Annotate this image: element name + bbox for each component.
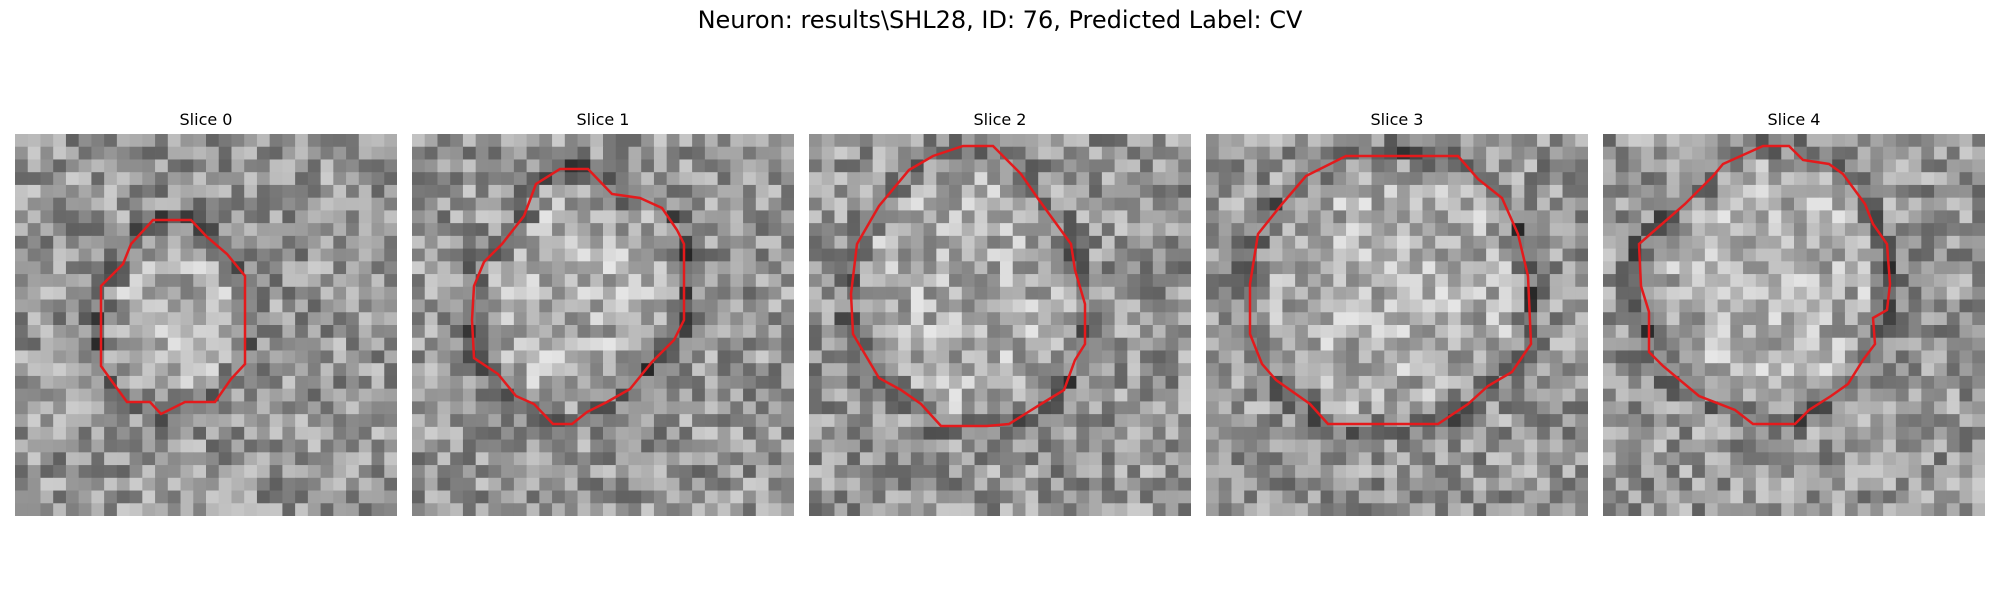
slice-title-1: Slice 1: [576, 110, 630, 129]
slice-title-0: Slice 0: [179, 110, 233, 129]
neuron-contour: [99, 218, 247, 416]
slice-image-4: [1603, 134, 1985, 516]
neuron-contour: [1637, 144, 1892, 426]
grayscale-pixels: [15, 134, 397, 516]
slice-title-2: Slice 2: [973, 110, 1027, 129]
grayscale-pixels: [412, 134, 794, 516]
slice-image-3: [1206, 134, 1588, 516]
grayscale-pixels: [1206, 134, 1588, 516]
slice-title-4: Slice 4: [1767, 110, 1821, 129]
neuron-contour: [849, 144, 1087, 428]
grayscale-pixels: [1603, 134, 1985, 516]
neuron-contour: [470, 167, 686, 426]
slice-title-3: Slice 3: [1370, 110, 1424, 129]
neuron-contour: [1248, 154, 1533, 426]
grayscale-pixels: [809, 134, 1191, 516]
slice-image-2: [809, 134, 1191, 516]
slice-image-0: [15, 134, 397, 516]
slice-image-1: [412, 134, 794, 516]
figure-title: Neuron: results\SHL28, ID: 76, Predicted…: [697, 6, 1303, 34]
